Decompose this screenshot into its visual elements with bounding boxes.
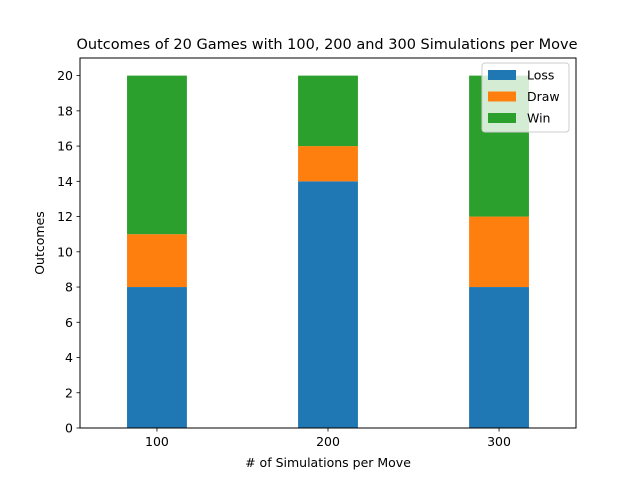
x-axis: 100 200 300	[145, 428, 511, 449]
y-tick-label: 8	[65, 280, 73, 295]
y-tick-label: 10	[57, 244, 73, 259]
legend-label-loss: Loss	[527, 68, 554, 83]
x-tick-label: 200	[316, 434, 340, 449]
x-tick-label: 300	[487, 434, 511, 449]
bar-draw-100	[127, 234, 187, 288]
bar-loss-100	[127, 287, 187, 428]
legend-swatch-loss	[488, 70, 516, 80]
legend-swatch-win	[488, 113, 516, 123]
y-tick-label: 16	[57, 139, 73, 154]
legend-label-win: Win	[527, 111, 550, 126]
bar-loss-200	[298, 181, 358, 428]
y-axis-label: Outcomes	[32, 211, 47, 275]
bar-draw-200	[298, 146, 358, 182]
bar-loss-300	[469, 287, 529, 428]
y-axis: 0 2 4 6 8 10 12 14 16 18 20	[57, 68, 80, 436]
bar-win-100	[127, 75, 187, 235]
x-axis-label: # of Simulations per Move	[245, 455, 411, 470]
bar-draw-300	[469, 216, 529, 288]
y-tick-label: 0	[65, 421, 73, 436]
y-tick-label: 2	[65, 385, 73, 400]
legend-swatch-draw	[488, 91, 516, 102]
bars-layer	[127, 75, 529, 428]
y-tick-label: 4	[65, 350, 73, 365]
bar-win-200	[298, 75, 358, 147]
y-tick-label: 18	[57, 103, 73, 118]
y-tick-label: 20	[57, 68, 73, 83]
chart-title: Outcomes of 20 Games with 100, 200 and 3…	[76, 37, 577, 53]
legend: Loss Draw Win	[481, 62, 570, 133]
x-tick-label: 100	[145, 434, 169, 449]
y-tick-label: 12	[57, 209, 73, 224]
y-tick-label: 6	[65, 315, 73, 330]
y-tick-label: 14	[57, 174, 73, 189]
legend-label-draw: Draw	[527, 89, 560, 104]
